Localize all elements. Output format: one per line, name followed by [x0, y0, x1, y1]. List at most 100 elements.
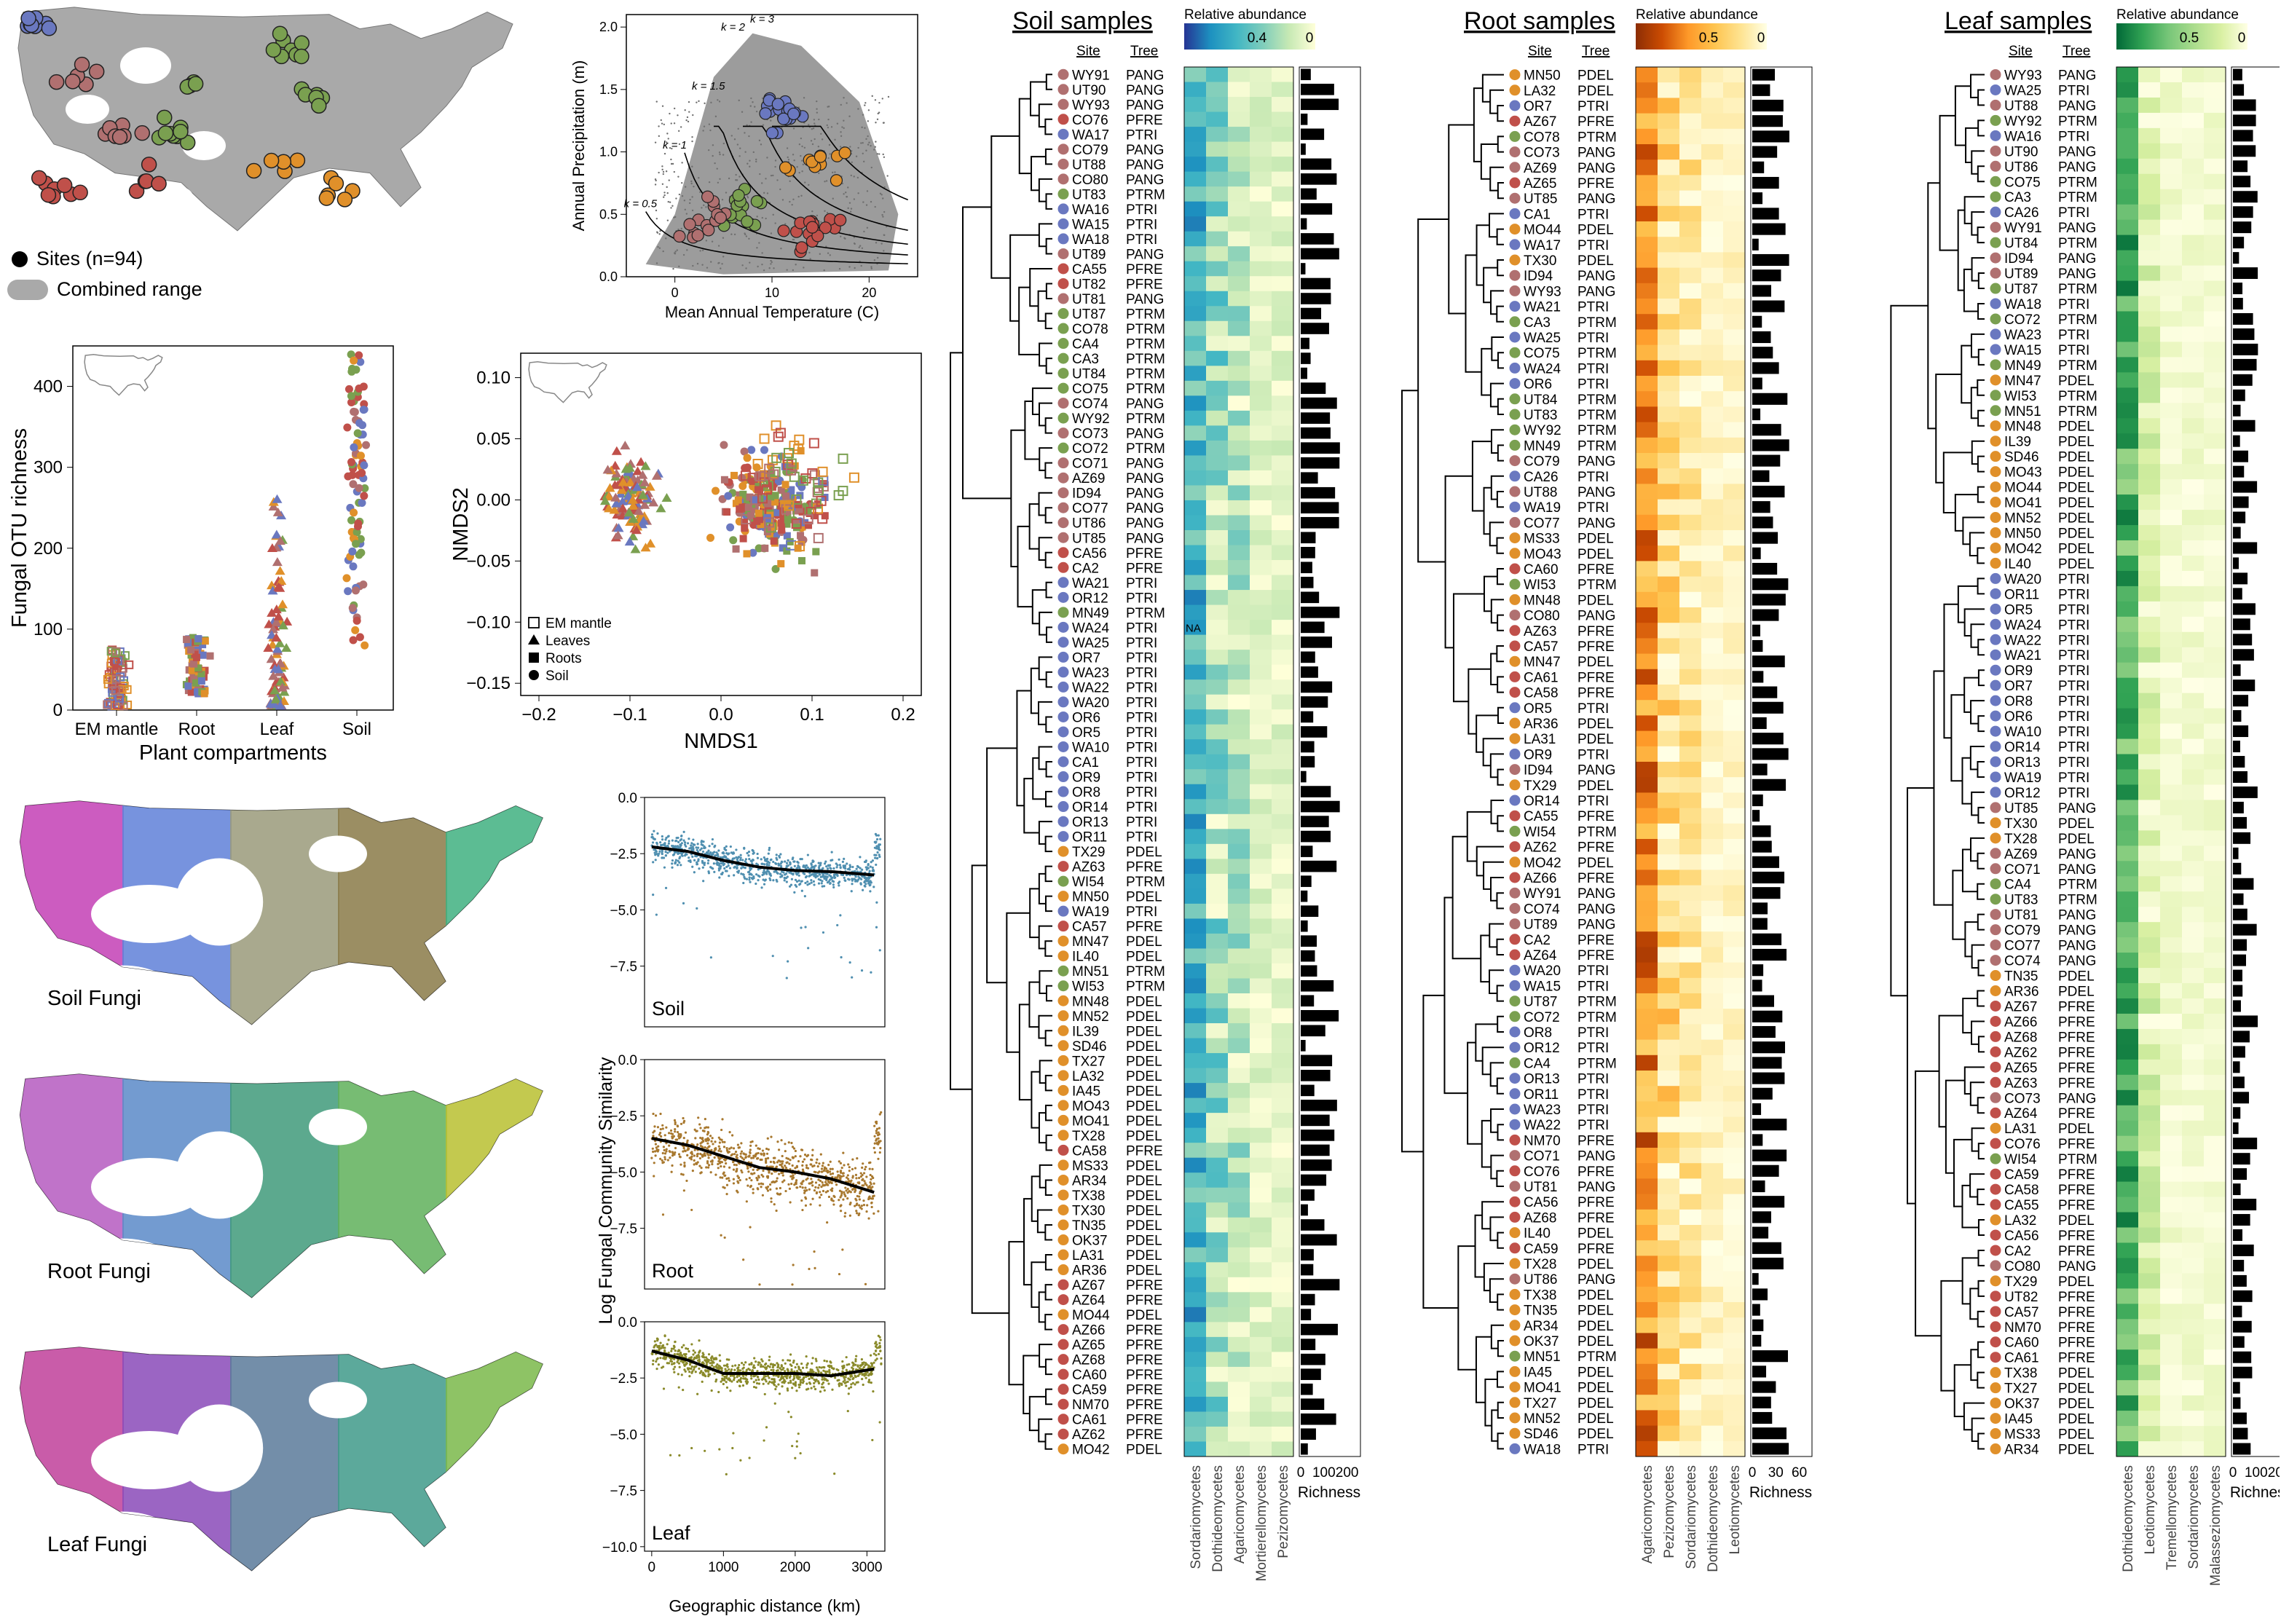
site-dot [1058, 203, 1069, 214]
nmds-legend-marker [529, 670, 539, 680]
climate-site-point [766, 127, 778, 139]
decay-point [777, 1384, 779, 1386]
richness-x-tick-label: Root [178, 720, 216, 739]
nmds-point [723, 508, 730, 516]
decay-point [773, 1384, 776, 1386]
site-label: CO71 [1072, 457, 1108, 472]
decay-point [740, 1377, 742, 1379]
climate-grid-point [768, 267, 770, 269]
decay-point [771, 1172, 773, 1175]
site-label: CA56 [1072, 546, 1107, 561]
decay-point [674, 1349, 677, 1352]
decay-point [821, 1383, 823, 1385]
decay-point [704, 1360, 706, 1362]
heatmap-cell [1184, 874, 1207, 889]
richness-point [198, 677, 205, 685]
decay-point [871, 1186, 873, 1188]
decay-point [874, 857, 876, 859]
tree-label: PTRI [1126, 591, 1157, 606]
climate-grid-point [698, 177, 699, 178]
nmds-point [777, 560, 784, 567]
dendrogram-branch [1032, 1176, 1040, 1221]
decay-point [791, 878, 793, 880]
decay-point [852, 1365, 854, 1367]
decay-point [752, 1370, 754, 1372]
dendrogram-branch [1046, 792, 1052, 807]
climate-grid-point [862, 142, 863, 143]
decay-point [763, 1383, 765, 1385]
decay-point [757, 857, 759, 859]
decay-point [838, 882, 840, 884]
heatmap-cell [1206, 725, 1229, 740]
decay-point [827, 1164, 830, 1166]
decay-point [795, 1150, 797, 1152]
nmds-point [787, 538, 794, 545]
heatmap-cell [1184, 739, 1207, 754]
climate-grid-point [688, 101, 690, 103]
decay-point [717, 849, 720, 851]
richness-bar [1301, 143, 1306, 155]
dendrogram-branch [1045, 1314, 1052, 1330]
site-dot [1058, 143, 1069, 154]
decay-point [849, 1181, 851, 1183]
decay-point [874, 1359, 876, 1361]
decay-point [825, 1170, 827, 1172]
decay-point [774, 1388, 776, 1390]
decay-point [871, 1206, 873, 1208]
tree-label: PDEL [1126, 845, 1162, 860]
richness-point [351, 626, 359, 634]
decay-point [706, 1133, 709, 1135]
site-dot [1058, 69, 1069, 80]
climate-grid-point [675, 197, 677, 199]
heatmap-cell [1228, 186, 1250, 202]
decay-point [731, 1447, 733, 1449]
decay-point [694, 1352, 696, 1354]
climate-grid-point [863, 161, 864, 162]
climate-grid-point [696, 101, 697, 103]
decay-point [819, 879, 822, 881]
decay-point [731, 1134, 733, 1136]
decay-point [821, 1170, 823, 1172]
decay-point [752, 1140, 754, 1143]
decay-point [707, 1375, 709, 1377]
decay-point [757, 1152, 760, 1154]
decay-point [691, 1153, 693, 1155]
decay-point [663, 1146, 665, 1148]
heatmap-cell [1272, 679, 1294, 695]
climate-grid-point [669, 179, 670, 181]
decay-point [874, 1143, 876, 1145]
decay-point [880, 1339, 882, 1341]
dendrogram-branch [1047, 762, 1052, 777]
decay-point [693, 1154, 696, 1156]
decay-point [748, 1457, 750, 1459]
heatmap-cell [1272, 874, 1294, 889]
climate-grid-point [819, 253, 821, 255]
decay-point [736, 1376, 738, 1378]
dendrogram-branch [1046, 1030, 1052, 1046]
heatmap-cell [1250, 186, 1272, 202]
decay-point [667, 1339, 669, 1341]
decay-point [786, 865, 788, 867]
heatmap-cell [1250, 112, 1272, 127]
climate-grid-point [722, 199, 723, 200]
richness-point [351, 408, 359, 416]
site-dot [1058, 368, 1069, 379]
climate-grid-point [761, 252, 763, 253]
richness-bar [1301, 577, 1313, 588]
decay-point [757, 879, 759, 881]
richness-bar [1301, 129, 1324, 141]
decay-point [826, 1221, 828, 1223]
climate-grid-point [661, 119, 662, 121]
site-dot [1058, 173, 1069, 184]
decay-point [692, 1353, 694, 1355]
tree-label: PTRI [1126, 217, 1157, 232]
site-dot [1058, 607, 1069, 618]
decay-point [832, 880, 834, 882]
climate-grid-point [773, 267, 774, 269]
richness-point [194, 635, 202, 642]
decay-point [871, 1439, 873, 1441]
decay-point [712, 852, 714, 854]
heatmap-cell [1228, 948, 1250, 963]
dendrogram-branch [972, 865, 1009, 1313]
